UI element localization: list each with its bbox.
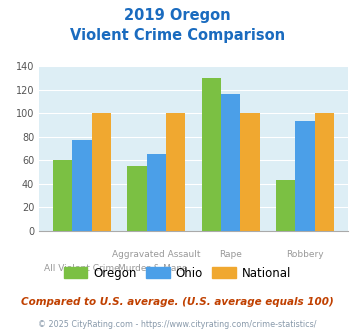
Bar	[295, 121, 315, 231]
Text: Robbery: Robbery	[286, 250, 324, 259]
Bar	[240, 113, 260, 231]
Text: © 2025 CityRating.com - https://www.cityrating.com/crime-statistics/: © 2025 CityRating.com - https://www.city…	[38, 320, 317, 329]
Legend: Oregon, Ohio, National: Oregon, Ohio, National	[60, 263, 295, 283]
Bar	[147, 154, 166, 231]
Bar	[166, 113, 185, 231]
Bar	[276, 180, 295, 231]
Bar	[221, 94, 240, 231]
Text: Compared to U.S. average. (U.S. average equals 100): Compared to U.S. average. (U.S. average …	[21, 297, 334, 307]
Bar	[315, 113, 334, 231]
Text: Rape: Rape	[219, 250, 242, 259]
Bar	[127, 166, 147, 231]
Text: 2019 Oregon: 2019 Oregon	[124, 8, 231, 23]
Text: All Violent Crime: All Violent Crime	[44, 264, 120, 273]
Bar	[53, 160, 72, 231]
Bar	[72, 140, 92, 231]
Bar	[202, 78, 221, 231]
Bar	[92, 113, 111, 231]
Text: Violent Crime Comparison: Violent Crime Comparison	[70, 28, 285, 43]
Text: Murder & Mans...: Murder & Mans...	[118, 264, 195, 273]
Text: Aggravated Assault: Aggravated Assault	[112, 250, 201, 259]
